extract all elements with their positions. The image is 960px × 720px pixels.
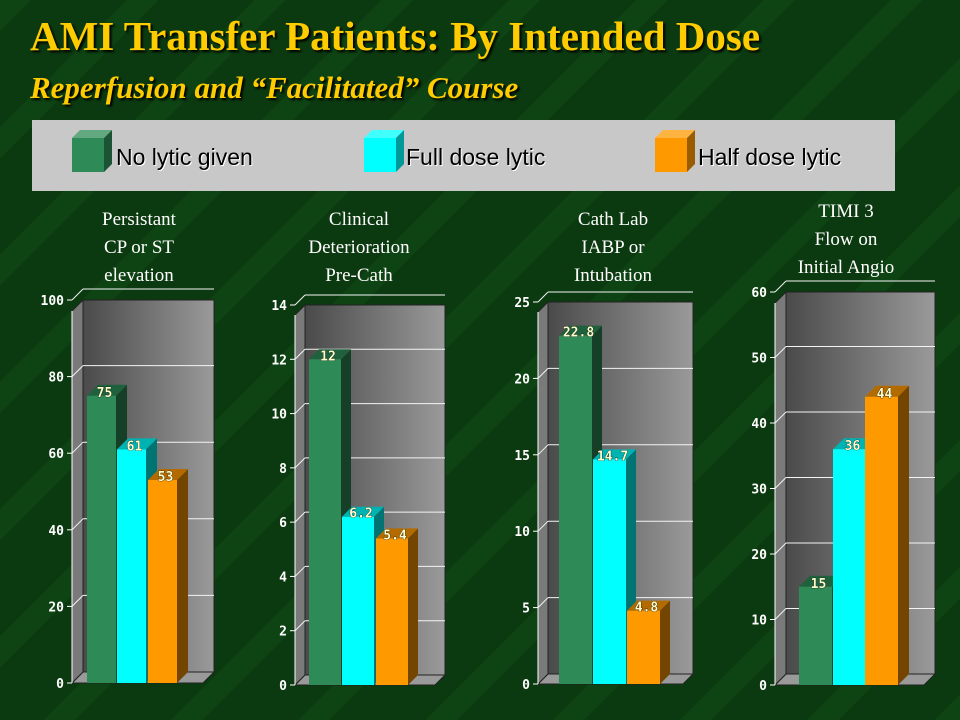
chart-title-timi3: TIMI 3 Flow on Initial Angio — [771, 198, 921, 282]
gridline-side — [774, 542, 787, 555]
y-tick-label: 10 — [751, 614, 767, 629]
y-tick-label: 20 — [751, 548, 767, 563]
y-tick-label: 12 — [271, 353, 287, 368]
bar-half-dose-lytic — [865, 385, 909, 685]
y-tick-label: 20 — [514, 372, 530, 387]
bar-value-label: 36 — [845, 439, 861, 454]
chart-title-line: Intubation — [573, 265, 653, 286]
plot-side-wall — [774, 290, 787, 687]
chart-title-line: Flow on — [814, 229, 878, 250]
chart-title-line: Deterioration — [308, 237, 410, 258]
chart-title-line: Persistant — [102, 209, 176, 230]
gridline-side — [774, 280, 787, 293]
bar-half-dose-lytic — [376, 528, 418, 685]
y-tick-label: 5 — [522, 602, 530, 617]
gridline-side — [294, 403, 306, 414]
gridline-side — [294, 620, 306, 632]
gridline-side — [537, 520, 549, 532]
y-tick-label: 8 — [279, 462, 287, 477]
y-tick-label: 80 — [48, 371, 64, 386]
y-tick-label: 0 — [56, 677, 64, 692]
gridline-side — [537, 368, 549, 379]
legend-label-no-lytic: No lytic given — [116, 144, 253, 170]
gridline-side — [71, 365, 84, 377]
gridline-side — [294, 348, 306, 360]
y-tick-label: 40 — [751, 417, 767, 432]
bar-value-label: 12 — [320, 349, 336, 364]
gridline-side — [71, 441, 84, 454]
gridline-side — [294, 457, 306, 469]
gridline-side — [537, 444, 549, 456]
chart-title-cath-lab: Cath Lab IABP or Intubation — [538, 206, 688, 290]
plot-side-wall — [71, 298, 84, 685]
plot-side-wall — [537, 300, 549, 686]
chart-title-persistent-cp: Persistant CP or ST elevation — [64, 206, 214, 290]
y-tick-label: 0 — [522, 678, 530, 693]
chart-title-line: TIMI 3 — [818, 201, 874, 222]
bar-value-label: 5.4 — [383, 528, 407, 543]
gridline-side — [774, 411, 787, 424]
chart-title-line: Initial Angio — [797, 257, 895, 278]
bar-half-dose-lytic — [627, 600, 670, 684]
gridline-side — [774, 346, 787, 358]
chart-title-line: IABP or — [581, 237, 645, 258]
bar-value-label: 44 — [877, 387, 893, 402]
gridline-side — [294, 566, 306, 577]
bar-chart-timi3: 0 10 20 30 40 50 60 15 36 44 — [751, 280, 937, 694]
bar-value-label: 61 — [127, 439, 143, 454]
bar-chart-persistent-cp: 0 20 40 60 80 100 75 61 53 — [41, 288, 216, 692]
legend-swatch-no-lytic — [72, 130, 112, 172]
chart-title-line: elevation — [104, 265, 174, 286]
y-tick-label: 25 — [514, 296, 530, 311]
chart-title-line: CP or ST — [103, 237, 175, 258]
legend-swatch-half-dose — [655, 130, 695, 172]
bar-value-label: 75 — [97, 386, 113, 401]
bar-value-label: 53 — [158, 470, 174, 485]
y-tick-label: 60 — [48, 447, 64, 462]
bar-value-label: 22.8 — [563, 326, 594, 341]
y-tick-label: 10 — [514, 525, 530, 540]
plot-side-wall — [294, 303, 306, 687]
page-subtitle: Reperfusion and “Facilitated” Course — [30, 70, 519, 105]
bar-value-label: 14.7 — [597, 449, 628, 464]
y-tick-label: 6 — [279, 516, 287, 531]
chart-legend: No lytic given Full dose lytic Half dose… — [32, 120, 895, 191]
y-tick-label: 100 — [41, 294, 65, 309]
y-tick-label: 0 — [279, 679, 287, 694]
y-tick-label: 0 — [759, 679, 767, 694]
legend-label-full-dose: Full dose lytic — [406, 144, 546, 170]
legend-swatch-full-dose — [364, 130, 404, 172]
y-tick-label: 50 — [751, 352, 767, 367]
bar-chart-cath-lab: 0 5 10 15 20 25 22.8 14.7 4.8 — [514, 291, 695, 693]
gridline-side — [294, 511, 306, 523]
gridline-side — [537, 291, 549, 303]
bar-chart-clinical-deterioration: 0 2 4 6 8 10 12 14 12 6.2 5.4 — [271, 294, 447, 694]
bar-half-dose-lytic — [148, 469, 188, 683]
legend-label-half-dose: Half dose lytic — [698, 144, 842, 170]
gridline-side — [774, 477, 787, 489]
chart-title-line: Cath Lab — [577, 209, 649, 230]
page-title: AMI Transfer Patients: By Intended Dose — [30, 13, 761, 59]
y-tick-label: 40 — [48, 524, 64, 539]
y-tick-label: 2 — [279, 625, 287, 640]
y-tick-label: 4 — [279, 570, 287, 585]
bar-value-label: 4.8 — [635, 601, 659, 616]
chart-title-line: Pre-Cath — [325, 265, 393, 286]
chart-title-line: Clinical — [328, 209, 390, 230]
y-tick-label: 14 — [271, 299, 287, 314]
y-tick-label: 60 — [751, 286, 767, 301]
y-tick-label: 15 — [514, 449, 530, 464]
gridline-side — [294, 294, 306, 306]
bar-value-label: 15 — [811, 577, 827, 592]
gridline-side — [71, 595, 84, 607]
gridline-side — [774, 608, 787, 620]
y-tick-label: 30 — [751, 483, 767, 498]
chart-title-clinical-deterioration: Clinical Deterioration Pre-Cath — [284, 206, 434, 290]
y-tick-label: 10 — [271, 408, 287, 423]
gridline-side — [537, 597, 549, 608]
gridline-side — [71, 518, 84, 531]
gridline-side — [71, 288, 84, 301]
bar-value-label: 6.2 — [349, 507, 372, 522]
y-tick-label: 20 — [48, 600, 64, 615]
